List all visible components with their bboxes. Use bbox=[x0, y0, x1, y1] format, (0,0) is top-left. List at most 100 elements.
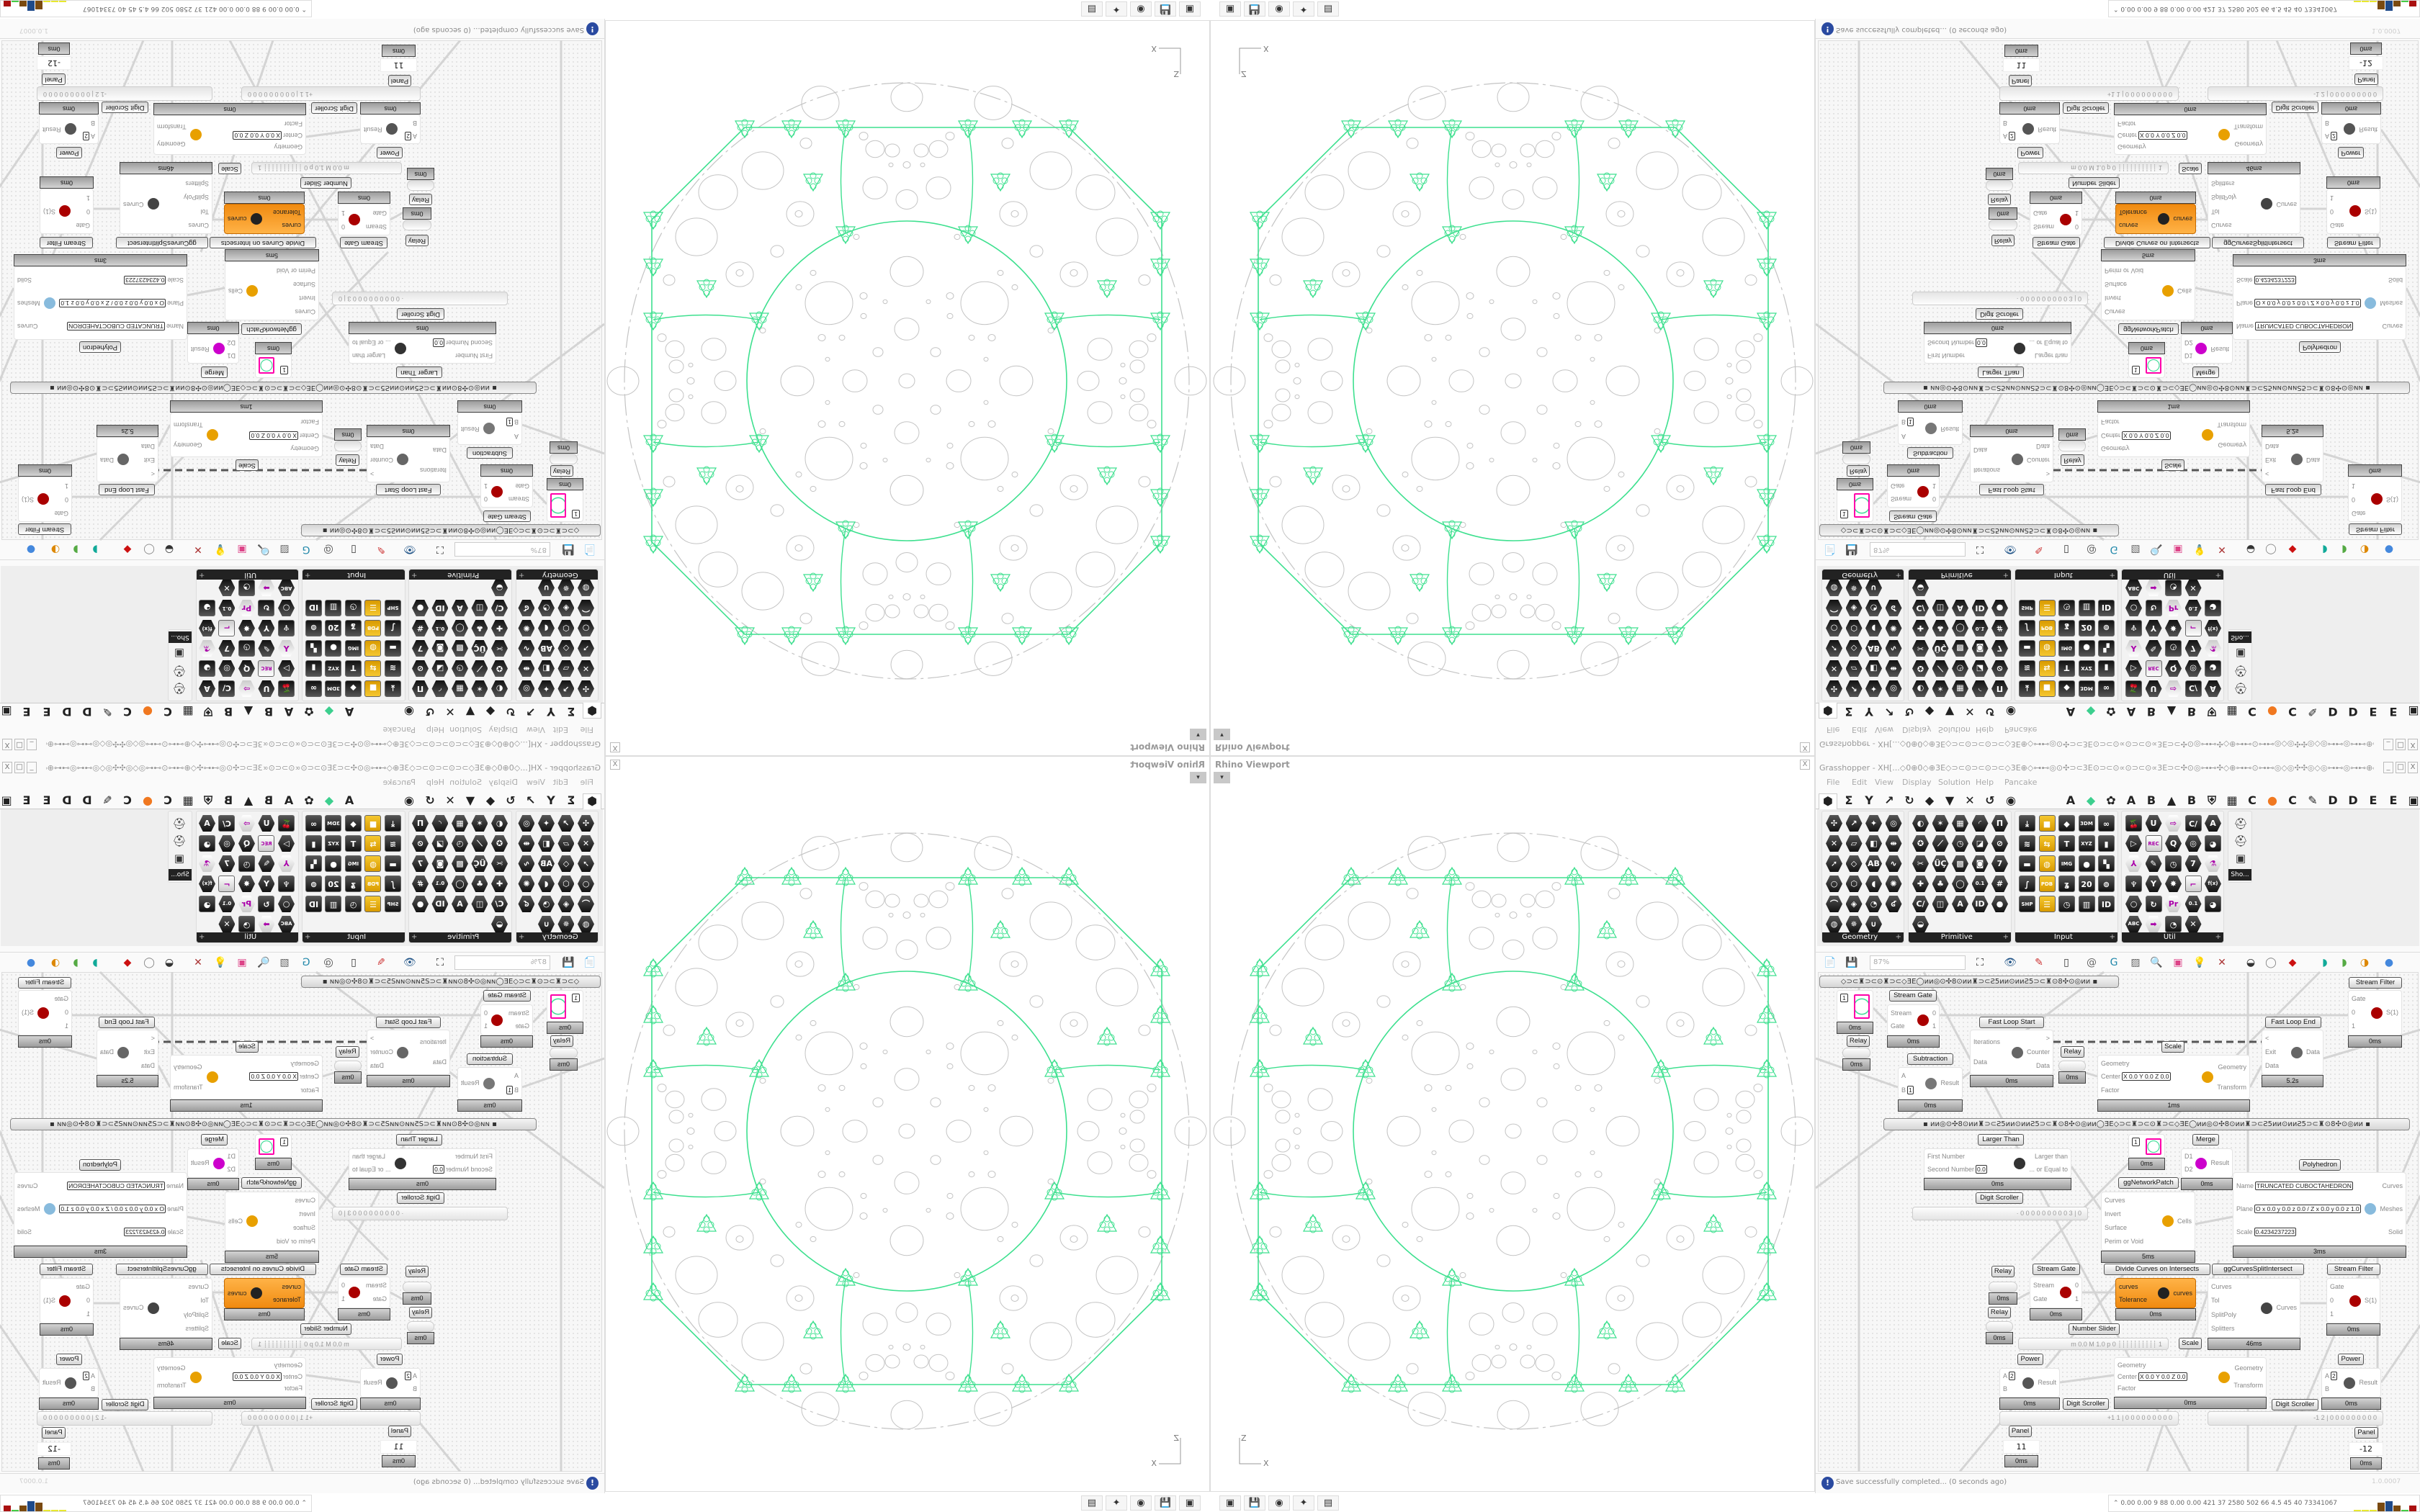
input-param[interactable]: D2 bbox=[227, 338, 236, 346]
input-param[interactable]: Geometry bbox=[205, 1362, 302, 1369]
relay-label[interactable]: Relay bbox=[1991, 235, 2015, 246]
relay-label[interactable]: Relay bbox=[1847, 1035, 1870, 1047]
component-fast-loop-start[interactable]: Iterations Data > Counter Data 0ms bbox=[1970, 1030, 2053, 1087]
param-value[interactable]: 0.0 bbox=[433, 338, 444, 348]
param-value[interactable]: X 0.0 Y 0.0 Z 0.0 bbox=[2122, 431, 2171, 440]
component-body[interactable]: curves Tolerance curves bbox=[2115, 1278, 2196, 1308]
input-param[interactable]: Curves bbox=[2211, 221, 2257, 229]
output-param[interactable]: 1 bbox=[2074, 1295, 2079, 1302]
collapse-icon[interactable]: ⌃ bbox=[2113, 1500, 2121, 1507]
param-value[interactable]: X 0.0 Y 0.0 Z 0.0 bbox=[233, 131, 282, 140]
output-param[interactable]: Solid bbox=[17, 1228, 32, 1236]
output-param[interactable]: Data bbox=[370, 1062, 385, 1069]
component-label[interactable]: Digit Scroller bbox=[102, 1399, 148, 1410]
param-value[interactable]: 2 bbox=[405, 1372, 411, 1381]
component-icon[interactable]: ⤓ bbox=[2019, 815, 2035, 832]
sho-component-icon[interactable]: ⛑ bbox=[2233, 834, 2248, 847]
component-icon[interactable]: C/ bbox=[2184, 815, 2202, 832]
component-divide-curves-on-intersects[interactable]: curves Tolerance curves 0ms bbox=[224, 1278, 305, 1320]
component-icon[interactable]: ○ bbox=[1826, 876, 1842, 892]
output-param[interactable]: Larger than bbox=[2034, 1153, 2068, 1161]
group-bar[interactable]: ▪ ᴎᴎ◎⊙✣8⊙ᴎᴎ♜⊃⊂Ƨ5ᴎᴎ⊙ᴎᴎƧ5⊃⊂♜⊙8✣⊙◎ᴎᴎ◯ƎE◇⊃⊂♜… bbox=[10, 382, 537, 394]
component-label[interactable]: Divide Curves on Intersects bbox=[2104, 1264, 2210, 1275]
relay-label[interactable]: Relay bbox=[550, 1035, 573, 1047]
sho-component-icon[interactable]: ⛑ bbox=[2233, 817, 2248, 830]
component-icon[interactable]: ⟋ bbox=[1932, 835, 1949, 852]
input-param[interactable]: B bbox=[2003, 1385, 2019, 1393]
component-label[interactable]: Scale bbox=[218, 1338, 241, 1349]
output-param[interactable]: Result bbox=[1940, 426, 1959, 433]
relay-node[interactable] bbox=[1986, 1321, 2013, 1332]
component-label[interactable]: Power bbox=[377, 147, 403, 158]
input-param[interactable]: First Number bbox=[1927, 351, 2010, 359]
preview-eye-icon[interactable]: 👁 bbox=[2004, 957, 2017, 968]
component-body[interactable]: Gate 0 1 S(1) bbox=[18, 990, 72, 1035]
input-param[interactable]: 0 bbox=[2352, 495, 2367, 503]
input-param[interactable]: NameTRUNCATED CUBOCTAHEDRON bbox=[59, 1181, 184, 1190]
component-body[interactable]: curves Tolerance curves bbox=[224, 1278, 305, 1308]
param-value[interactable]: 1 bbox=[1840, 510, 1848, 518]
tab-letter[interactable]: C bbox=[2288, 793, 2297, 807]
component-label[interactable]: Stream Filter bbox=[40, 1264, 93, 1275]
component-label[interactable]: Stream Gate bbox=[1889, 990, 1937, 1002]
input-param[interactable]: Iterations bbox=[412, 466, 447, 474]
component-icon[interactable]: ⌒ bbox=[1826, 896, 1842, 912]
output-param[interactable]: Result bbox=[42, 126, 61, 133]
output-param[interactable]: Curves bbox=[123, 201, 144, 208]
component-icon[interactable]: ⌐ bbox=[2184, 876, 2202, 892]
input-param[interactable]: Factor bbox=[2118, 1385, 2215, 1392]
component-icon[interactable]: ✚ bbox=[1912, 876, 1929, 892]
param-value[interactable]: TRUNCATED CUBOCTAHEDRON bbox=[67, 322, 165, 331]
input-param[interactable]: 0 bbox=[53, 1009, 68, 1017]
input-param[interactable]: Gate bbox=[53, 509, 68, 517]
component-body[interactable]: Iterations Data > Counter Data bbox=[367, 1030, 450, 1075]
component-fast-loop-start[interactable]: Iterations Data > Counter Data 0ms bbox=[1970, 425, 2053, 482]
param-value[interactable]: X 0.0 Y 0.0 Z 0.0 bbox=[249, 1072, 298, 1081]
output-param[interactable]: 1 bbox=[341, 210, 346, 217]
wolf-app-icon[interactable]: ✦ bbox=[1106, 1, 1127, 17]
input-param[interactable]: Geometry bbox=[2101, 1060, 2198, 1068]
output-param[interactable]: S(1) bbox=[2385, 496, 2398, 503]
component-icon[interactable]: ✂ bbox=[1912, 855, 1929, 872]
wolf-app-icon[interactable]: ✦ bbox=[1293, 1, 1314, 17]
relay-node[interactable] bbox=[2058, 1061, 2086, 1071]
param-value[interactable]: X 0.0 Y 0.0 Z 0.0 bbox=[249, 431, 298, 440]
input-param[interactable]: Geometry bbox=[2101, 444, 2198, 452]
param-value[interactable]: O x 0.0 y 0.0 z 0.0 / Z x 0.0 y 0.0 z 1.… bbox=[2254, 299, 2361, 308]
digit-scroller[interactable]: · 0 0 0 0 0 0 0 0 0 3 | 0 bbox=[1912, 1207, 2088, 1220]
component-icon[interactable]: ⇨ bbox=[2165, 815, 2182, 832]
panel-expand-icon[interactable]: + bbox=[2002, 933, 2009, 941]
colour-param[interactable]: 1 bbox=[547, 990, 583, 1022]
digit-scroller[interactable]: · 0 0 0 0 0 0 0 0 0 3 | 0 bbox=[332, 292, 508, 305]
component-icon[interactable]: ◙ bbox=[1971, 855, 1989, 872]
component-body[interactable]: curves Tolerance curves bbox=[2115, 204, 2196, 234]
input-param[interactable]: Data bbox=[1973, 1058, 2008, 1066]
component-icon[interactable]: ⚗ bbox=[2205, 855, 2221, 872]
component-stream-gate[interactable]: Stream Gate 0 1 0ms bbox=[1887, 464, 1940, 508]
input-param[interactable]: Curves bbox=[2105, 1197, 2159, 1205]
input-param[interactable]: Gate bbox=[2330, 1283, 2346, 1291]
tab-letter[interactable]: ⛨ bbox=[2207, 793, 2216, 807]
component-ggcurvessplitintersect[interactable]: Curves Tol SplitPoly Splitters Curves 46ms bbox=[2208, 1278, 2300, 1350]
component-label[interactable]: Digit Scroller bbox=[311, 102, 357, 114]
component-label[interactable]: Polyhedron bbox=[79, 1159, 121, 1171]
input-param[interactable]: Perim or Void bbox=[261, 1238, 315, 1246]
component-icon[interactable]: ∞ bbox=[2098, 815, 2115, 832]
input-param[interactable]: curves bbox=[2119, 1283, 2154, 1291]
component-ggnetworkpatch[interactable]: Curves Invert Surface Perim or Void Cells 5ms bbox=[2101, 1192, 2195, 1263]
param-value[interactable]: X 0.0 Y 0.0 Z 0.0 bbox=[2122, 1072, 2171, 1081]
component-icon[interactable]: ⅄ bbox=[2125, 855, 2142, 872]
output-param[interactable]: 1 bbox=[1932, 1022, 1936, 1030]
output-param[interactable]: 1 bbox=[484, 482, 488, 490]
input-param[interactable]: D1 bbox=[227, 351, 236, 359]
component-icon[interactable]: ʛ bbox=[1885, 896, 1902, 912]
sho-component-icon[interactable]: ▣ bbox=[2235, 852, 2246, 865]
component-icon[interactable]: ↗ bbox=[1845, 815, 1863, 832]
